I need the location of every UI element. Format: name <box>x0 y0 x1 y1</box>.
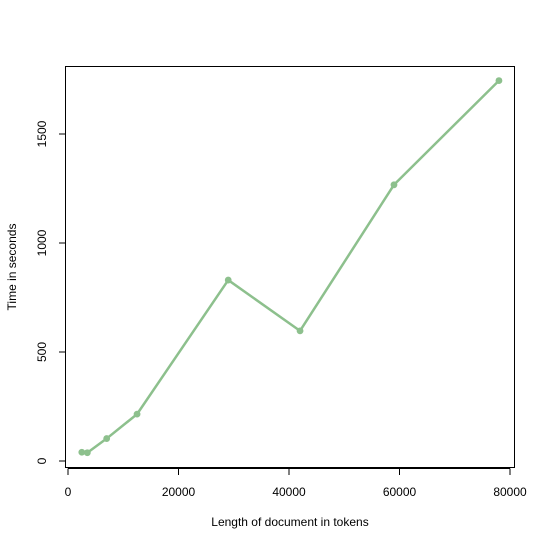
plot-area-border <box>65 66 515 468</box>
y-tick-label: 1500 <box>35 120 49 147</box>
x-tick-label: 40000 <box>272 485 306 499</box>
series-point <box>224 276 232 284</box>
series-point <box>103 435 111 442</box>
x-tick-label: 0 <box>65 485 72 499</box>
y-tick-label: 1000 <box>35 229 49 256</box>
x-tick-label: 20000 <box>162 485 196 499</box>
y-tick-label: 0 <box>35 457 49 464</box>
series-point <box>390 181 398 189</box>
x-tick-label: 60000 <box>383 485 417 499</box>
series-point <box>83 449 91 457</box>
y-axis-title: Time in seconds <box>5 224 19 311</box>
series-point <box>495 77 503 84</box>
y-tick-label: 500 <box>35 342 49 362</box>
series-layer <box>78 77 503 457</box>
x-axis-title: Length of document in tokens <box>211 515 368 529</box>
x-axis: 0 20000 40000 60000 80000 <box>65 468 527 499</box>
y-axis: 0 500 1000 1500 <box>35 120 66 464</box>
series-line <box>80 79 501 454</box>
series-point <box>296 327 304 335</box>
series-point <box>78 448 86 456</box>
x-tick-label: 80000 <box>493 485 527 499</box>
series-point <box>133 410 141 418</box>
